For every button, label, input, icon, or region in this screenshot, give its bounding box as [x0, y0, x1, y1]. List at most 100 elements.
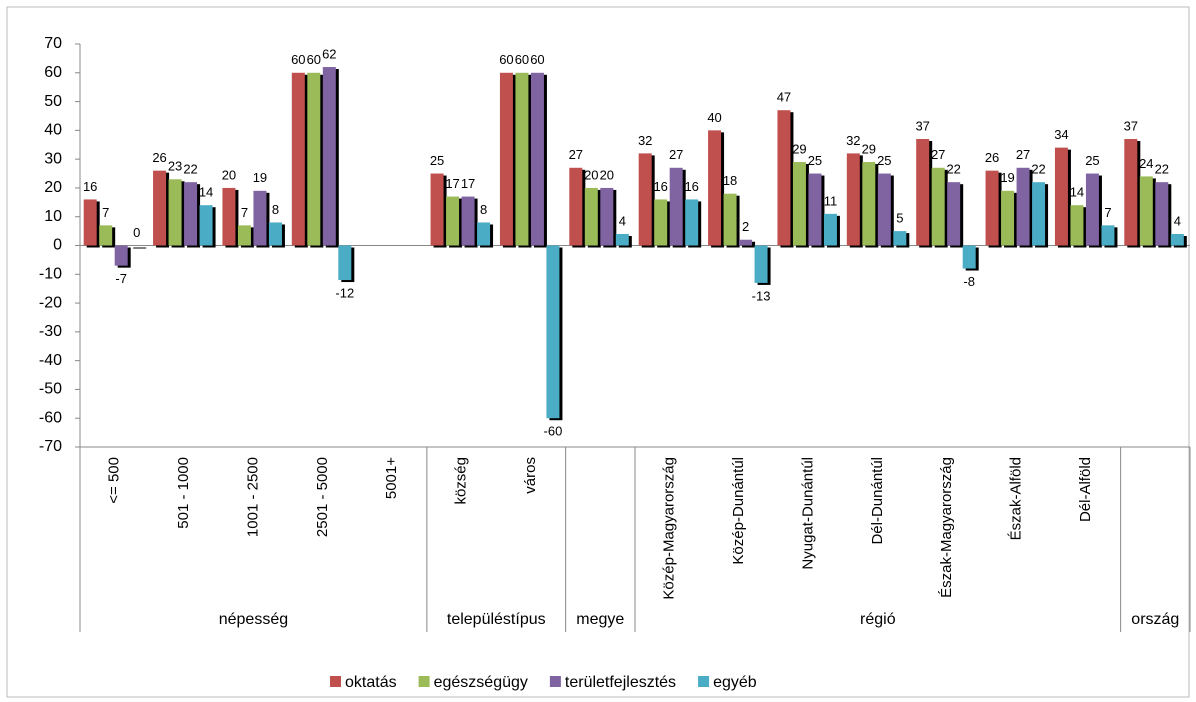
bar — [1155, 182, 1169, 246]
y-tick-label: 70 — [44, 35, 62, 52]
bar — [739, 239, 753, 246]
data-label: 20 — [222, 167, 236, 182]
bar — [499, 72, 513, 246]
y-tick-label: -70 — [39, 438, 62, 455]
data-label: 25 — [877, 153, 891, 168]
data-label: 14 — [199, 185, 213, 200]
y-tick-label: 60 — [44, 64, 62, 81]
bar — [846, 153, 860, 246]
bar — [893, 231, 907, 246]
x-tick-label: 5001+ — [383, 457, 400, 499]
data-label: 60 — [515, 52, 529, 67]
bar — [723, 193, 737, 246]
y-tick-label: 40 — [44, 122, 62, 139]
bar — [291, 72, 305, 246]
y-tick-label: 0 — [53, 237, 62, 254]
data-label: 19 — [253, 170, 267, 185]
x-tick-label: 1001 - 2500 — [244, 457, 261, 537]
bar — [1170, 233, 1184, 246]
data-label: 29 — [862, 141, 876, 156]
bar — [1016, 167, 1030, 246]
bar — [916, 138, 930, 246]
bar — [430, 173, 444, 246]
data-label: 22 — [183, 162, 197, 177]
bar — [153, 170, 167, 246]
data-label: 25 — [808, 153, 822, 168]
bar-shadow — [133, 247, 147, 249]
bar — [638, 153, 652, 246]
bar — [823, 213, 837, 246]
data-label: 17 — [445, 176, 459, 191]
data-label: 7 — [102, 205, 109, 220]
data-label: 32 — [846, 133, 860, 148]
bar — [931, 167, 945, 246]
bar — [708, 130, 722, 246]
legend-swatch — [549, 676, 561, 687]
bar — [777, 110, 791, 246]
data-label: 25 — [1085, 153, 1099, 168]
group-label: régió — [860, 611, 896, 628]
y-tick-label: 50 — [44, 93, 62, 110]
legend-swatch — [698, 676, 710, 687]
bar — [114, 245, 128, 266]
data-label: -8 — [963, 274, 975, 289]
x-tick-label: Dél-Alföld — [1077, 457, 1094, 522]
data-label: 60 — [291, 52, 305, 67]
data-label: 4 — [1174, 213, 1181, 228]
data-label: 7 — [241, 205, 248, 220]
data-label: 60 — [307, 52, 321, 67]
bar — [83, 199, 97, 246]
x-tick-label: Nyugat-Dunántúl — [799, 457, 816, 570]
y-tick-label: 30 — [44, 150, 62, 167]
data-label: 27 — [931, 147, 945, 162]
bar — [654, 199, 668, 246]
data-label: 0 — [133, 225, 140, 240]
legend-label: egyéb — [713, 674, 757, 691]
bar — [199, 205, 213, 246]
legend-label: területfejlesztés — [565, 674, 676, 691]
data-label: 8 — [480, 202, 487, 217]
data-label: 27 — [1016, 147, 1030, 162]
bar — [477, 222, 491, 246]
bar — [222, 187, 236, 246]
data-label: 27 — [569, 147, 583, 162]
data-label: 47 — [777, 90, 791, 105]
bar — [1001, 190, 1015, 246]
data-label: -7 — [115, 271, 127, 286]
bar — [1032, 182, 1046, 246]
legend-swatch — [418, 676, 430, 687]
data-label: 11 — [824, 193, 838, 208]
data-label: 20 — [584, 167, 598, 182]
bar — [338, 245, 352, 281]
bar — [1085, 173, 1099, 246]
x-tick-label: 501 - 1000 — [175, 457, 192, 529]
data-label: 27 — [669, 147, 683, 162]
data-label: 7 — [1104, 205, 1111, 220]
y-tick-label: -10 — [39, 266, 62, 283]
data-label: 2 — [742, 219, 749, 234]
y-tick-label: -40 — [39, 352, 62, 369]
data-label: 16 — [83, 179, 97, 194]
group-label: ország — [1131, 611, 1179, 628]
y-tick-label: -60 — [39, 409, 62, 426]
bar — [1070, 205, 1084, 246]
bar — [569, 167, 583, 246]
data-label: 14 — [1070, 185, 1084, 200]
bar — [1054, 147, 1068, 246]
data-label: 26 — [152, 150, 166, 165]
x-tick-label: Közép-Magyarország — [661, 457, 678, 600]
bar — [515, 72, 529, 246]
data-label: -60 — [544, 424, 563, 439]
bar — [985, 170, 999, 246]
y-tick-label: -50 — [39, 381, 62, 398]
data-label: 22 — [1031, 162, 1045, 177]
bar — [268, 222, 282, 246]
chart-border — [6, 6, 1190, 698]
bar — [237, 225, 251, 246]
bar — [947, 182, 961, 246]
x-tick-label: község — [453, 457, 470, 505]
group-label: népesség — [219, 611, 288, 628]
y-tick-label: 10 — [44, 208, 62, 225]
data-label: 60 — [499, 52, 513, 67]
legend-label: egészségügy — [434, 674, 528, 691]
